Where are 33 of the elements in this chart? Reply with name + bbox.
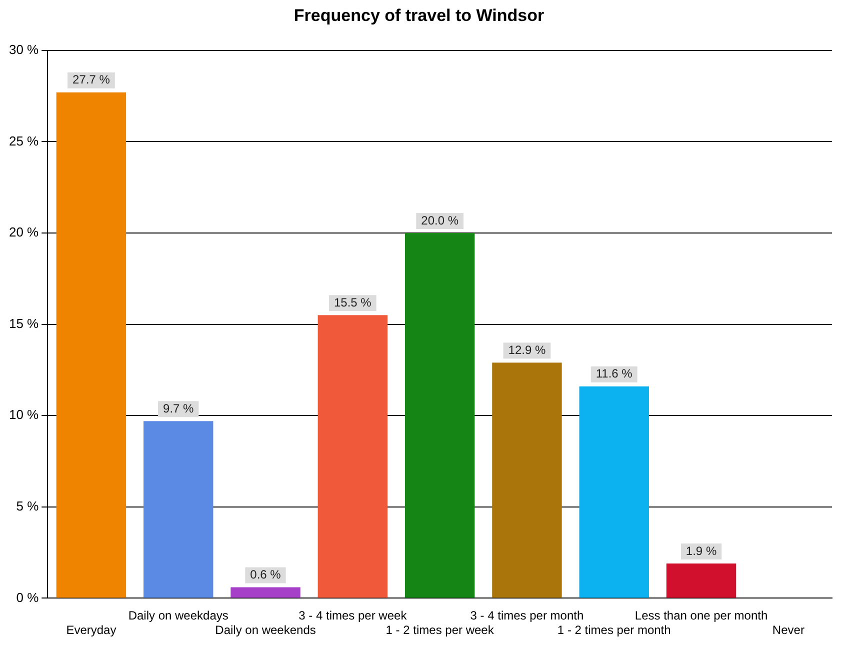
x-tick-label: Never xyxy=(772,623,804,638)
y-tick-label: 30 % xyxy=(8,42,40,57)
y-tick-label: 25 % xyxy=(8,133,40,148)
data-label: 20.0 % xyxy=(421,213,459,228)
x-tick-label: Daily on weekends xyxy=(215,623,316,638)
data-label: 11.6 % xyxy=(596,366,633,381)
bar xyxy=(318,315,388,598)
data-label: 9.7 % xyxy=(163,401,194,416)
y-tick-label: 10 % xyxy=(8,407,40,422)
data-label: 15.5 % xyxy=(334,295,372,310)
x-tick-label: 3 - 4 times per week xyxy=(298,608,408,623)
x-tick-label: 3 - 4 times per month xyxy=(470,608,584,623)
y-tick-label: 0 % xyxy=(16,590,40,605)
data-label: 12.9 % xyxy=(508,342,546,357)
bar xyxy=(579,386,649,598)
y-tick-label: 20 % xyxy=(8,224,40,240)
y-tick-label: 15 % xyxy=(8,316,40,331)
chart-title: Frequency of travel to Windsor xyxy=(294,6,544,25)
bar xyxy=(404,233,475,598)
bar xyxy=(230,587,300,598)
x-tick-label: 1 - 2 times per month xyxy=(557,623,671,638)
x-tick-label: 1 - 2 times per week xyxy=(386,623,495,638)
y-tick-label: 5 % xyxy=(16,498,40,514)
data-label: 0.6 % xyxy=(250,568,282,582)
bar xyxy=(492,362,562,598)
x-tick-label: Less than one per month xyxy=(634,608,768,623)
x-tick-label: Daily on weekdays xyxy=(128,608,228,623)
bar xyxy=(144,421,214,598)
data-label: 27.7 % xyxy=(72,72,110,87)
data-label: 1.9 % xyxy=(686,544,717,558)
x-tick-label: Everyday xyxy=(66,623,116,638)
bar xyxy=(666,564,736,598)
bar xyxy=(56,92,126,598)
